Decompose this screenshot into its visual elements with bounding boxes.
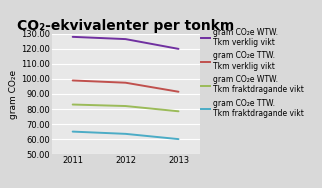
Legend: gram CO₂e WTW.
Tkm verklig vikt, gram CO₂e TTW.
Tkm verklig vikt, gram CO₂e WTW.: gram CO₂e WTW. Tkm verklig vikt, gram CO… (201, 28, 303, 118)
Title: CO₂-ekvivalenter per tonkm: CO₂-ekvivalenter per tonkm (17, 19, 234, 33)
Y-axis label: gram CO₂e: gram CO₂e (9, 69, 18, 119)
